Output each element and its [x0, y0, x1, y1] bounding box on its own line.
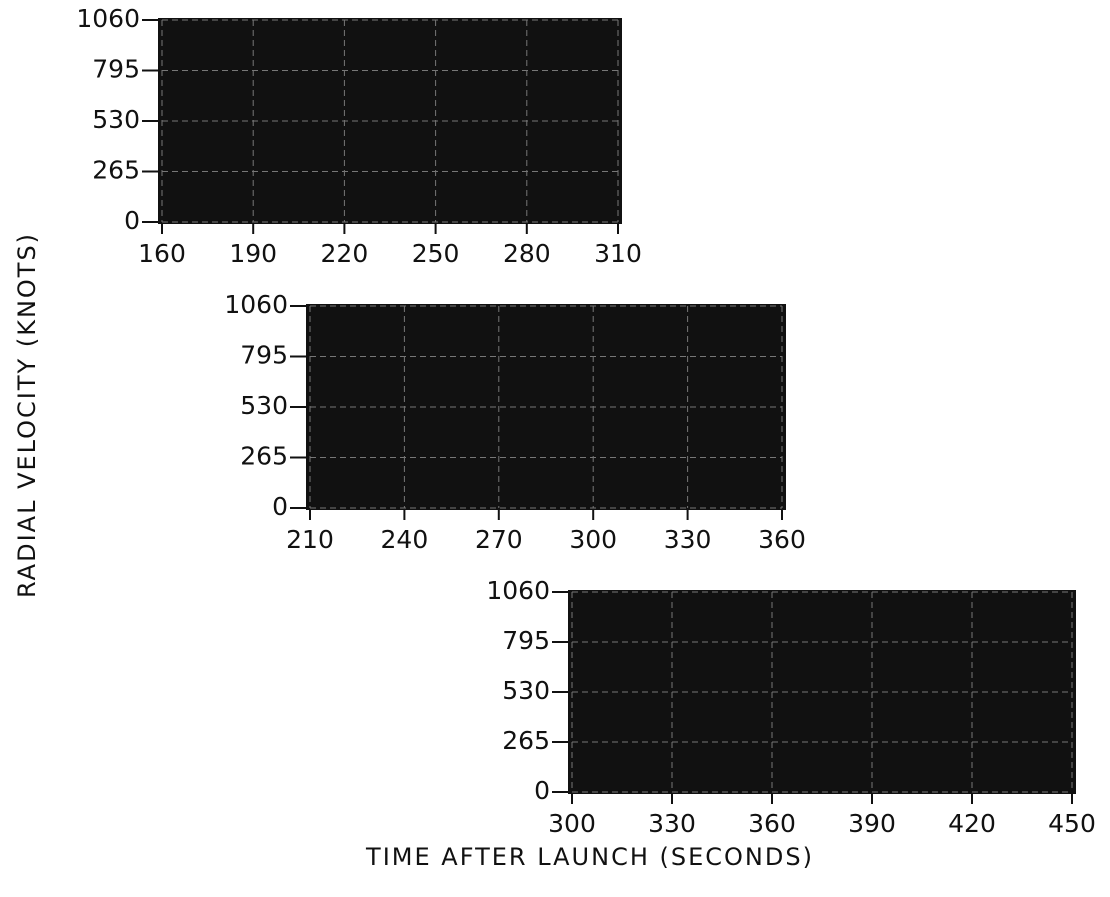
x-tick-label: 360 — [748, 809, 796, 838]
x-tick-label: 330 — [664, 525, 712, 554]
y-tick-label: 1060 — [486, 576, 550, 605]
x-tick-label: 330 — [648, 809, 696, 838]
x-tick-label: 450 — [1048, 809, 1096, 838]
x-tick-label: 420 — [948, 809, 996, 838]
x-axis-label: TIME AFTER LAUNCH (SECONDS) — [365, 843, 814, 871]
x-tick-label: 160 — [138, 239, 186, 268]
x-tick-label: 250 — [412, 239, 460, 268]
x-tick-label: 270 — [475, 525, 523, 554]
y-tick-label: 265 — [92, 156, 140, 185]
x-tick-label: 220 — [321, 239, 369, 268]
y-tick-label: 1060 — [76, 4, 140, 33]
y-tick-label: 0 — [534, 776, 550, 805]
y-tick-label: 0 — [124, 206, 140, 235]
y-tick-label: 265 — [240, 442, 288, 471]
x-tick-label: 390 — [848, 809, 896, 838]
y-tick-label: 530 — [92, 105, 140, 134]
y-tick-label: 0 — [272, 492, 288, 521]
y-axis-label: RADIAL VELOCITY (KNOTS) — [13, 232, 41, 598]
x-tick-label: 210 — [286, 525, 334, 554]
y-tick-label: 1060 — [224, 290, 288, 319]
x-tick-label: 190 — [229, 239, 277, 268]
y-tick-label: 795 — [92, 55, 140, 84]
x-tick-label: 360 — [758, 525, 806, 554]
x-tick-label: 300 — [548, 809, 596, 838]
x-tick-label: 310 — [594, 239, 642, 268]
y-tick-label: 795 — [240, 341, 288, 370]
x-tick-label: 240 — [381, 525, 429, 554]
y-tick-label: 530 — [240, 391, 288, 420]
x-tick-label: 300 — [569, 525, 617, 554]
y-tick-label: 530 — [502, 676, 550, 705]
y-tick-label: 265 — [502, 726, 550, 755]
y-tick-label: 795 — [502, 626, 550, 655]
x-tick-label: 280 — [503, 239, 551, 268]
